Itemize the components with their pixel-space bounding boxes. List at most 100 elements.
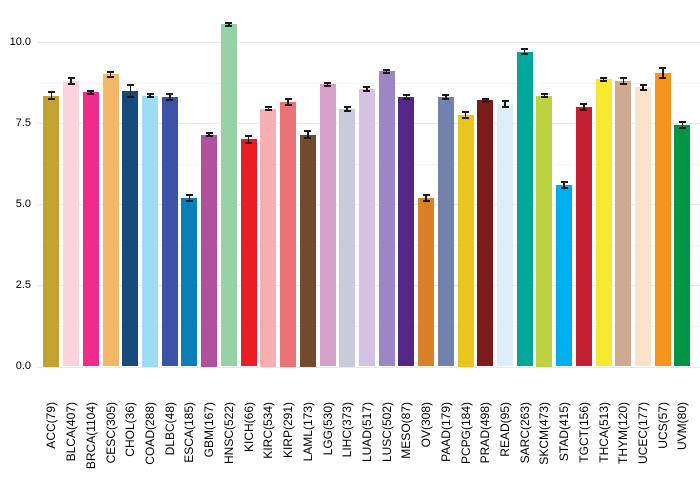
bar bbox=[102, 74, 119, 367]
error-bar-cap bbox=[462, 111, 469, 114]
bar bbox=[398, 97, 415, 367]
y-tick-label: 2.5 bbox=[15, 278, 31, 291]
x-tick-label: KIRP(291) bbox=[281, 401, 295, 458]
x-tick-label: MESO(87) bbox=[399, 401, 414, 459]
error-bar-whisker bbox=[208, 132, 210, 137]
error-bar-whisker bbox=[484, 98, 486, 102]
major-gridline bbox=[38, 42, 700, 43]
x-tick-label: CHOL(36) bbox=[123, 401, 138, 457]
bar bbox=[516, 51, 533, 367]
error-bar-cap bbox=[324, 84, 331, 87]
bar bbox=[260, 108, 277, 367]
x-tick-label: UCS(57) bbox=[655, 401, 670, 449]
error-bar-cap bbox=[540, 96, 548, 99]
x-tick-label: SARC(263) bbox=[517, 401, 532, 463]
x-tick-label: BRCA(1104) bbox=[83, 401, 98, 469]
error-bar-cap bbox=[166, 99, 174, 102]
error-bar-cap bbox=[501, 99, 509, 102]
error-bar-cap bbox=[521, 48, 529, 51]
bar bbox=[63, 80, 80, 367]
error-bar-cap bbox=[678, 120, 686, 123]
bar bbox=[635, 87, 651, 367]
error-bar-cap bbox=[304, 137, 312, 140]
bar bbox=[43, 95, 60, 367]
error-bar-whisker bbox=[109, 71, 112, 78]
x-tick-label: TGCT(156) bbox=[576, 401, 591, 463]
error-bar-cap bbox=[87, 92, 95, 95]
error-bar-cap bbox=[363, 89, 371, 92]
bar bbox=[654, 72, 671, 367]
x-tick-label: ESCA(185) bbox=[182, 401, 197, 463]
error-bar-whisker bbox=[267, 106, 270, 111]
bar bbox=[497, 103, 513, 367]
x-tick-label: UVM(80) bbox=[675, 401, 690, 450]
bar bbox=[556, 184, 573, 367]
x-tick-label: OV(308) bbox=[419, 401, 434, 447]
bar bbox=[319, 84, 336, 367]
error-bar-whisker bbox=[90, 90, 92, 94]
error-bar-cap bbox=[540, 92, 548, 95]
error-bar-whisker bbox=[602, 77, 605, 81]
x-tick-label: LUAD(517) bbox=[359, 401, 374, 462]
bar bbox=[201, 134, 218, 367]
error-bar-whisker bbox=[642, 84, 644, 91]
error-bar-cap bbox=[245, 134, 253, 137]
error-bar-whisker bbox=[169, 94, 171, 100]
bar bbox=[615, 80, 632, 367]
error-bar-whisker bbox=[425, 194, 427, 201]
bar bbox=[299, 134, 316, 367]
error-bar-cap bbox=[47, 98, 55, 101]
x-tick-label: GBM(167) bbox=[202, 401, 217, 457]
bar bbox=[358, 89, 375, 367]
error-bar-cap bbox=[560, 186, 568, 189]
bar bbox=[457, 115, 474, 367]
error-bar-cap bbox=[67, 77, 75, 79]
error-bar-whisker bbox=[622, 78, 624, 84]
bar bbox=[240, 139, 257, 367]
bar bbox=[595, 79, 612, 367]
error-bar-whisker bbox=[563, 181, 565, 188]
x-tick-label: LAML(173) bbox=[300, 401, 315, 461]
error-bar-whisker bbox=[129, 84, 131, 97]
error-bar-cap bbox=[659, 67, 667, 69]
error-bar-cap bbox=[126, 95, 134, 98]
error-bar-cap bbox=[422, 193, 430, 196]
x-tick-label: CESC(305) bbox=[103, 401, 118, 463]
error-bar-whisker bbox=[346, 106, 348, 111]
error-bar-cap bbox=[205, 131, 213, 134]
error-bar-cap bbox=[383, 68, 391, 71]
x-tick-label: COAD(288) bbox=[143, 401, 157, 465]
x-tick-label: HNSC(522) bbox=[221, 401, 236, 464]
x-tick-label: THCA(513) bbox=[596, 401, 611, 463]
error-bar-whisker bbox=[385, 69, 388, 73]
error-bar-cap bbox=[264, 105, 272, 108]
error-bar-cap bbox=[284, 98, 292, 101]
bar bbox=[536, 95, 553, 367]
error-bar-whisker bbox=[326, 82, 329, 86]
error-bar-cap bbox=[639, 83, 647, 86]
error-bar-whisker bbox=[543, 93, 546, 98]
major-gridline bbox=[38, 366, 700, 368]
error-bar-cap bbox=[659, 76, 667, 79]
y-tick-label: 5.0 bbox=[15, 197, 31, 210]
error-bar-cap bbox=[343, 105, 351, 108]
error-bar-cap bbox=[324, 81, 331, 84]
error-bar-cap bbox=[619, 77, 627, 79]
error-bar-cap bbox=[87, 89, 95, 92]
error-bar-cap bbox=[501, 105, 509, 108]
x-tick-label: LIHC(373) bbox=[340, 401, 355, 457]
x-tick-label: PRAD(498) bbox=[478, 401, 493, 463]
x-tick-label: READ(95) bbox=[498, 401, 512, 457]
error-bar-whisker bbox=[70, 78, 72, 84]
error-bar-cap bbox=[107, 76, 115, 78]
error-bar-whisker bbox=[228, 22, 230, 26]
x-tick-label: BLCA(407) bbox=[64, 401, 79, 461]
y-tick-label: 10.0 bbox=[9, 35, 31, 48]
error-bar-cap bbox=[146, 96, 154, 99]
error-bar-cap bbox=[304, 129, 312, 132]
bar bbox=[339, 108, 356, 367]
y-tick-label: 7.5 bbox=[15, 116, 31, 129]
error-bar-whisker bbox=[464, 112, 467, 118]
error-bar-whisker bbox=[149, 93, 151, 98]
error-bar-whisker bbox=[504, 100, 506, 107]
